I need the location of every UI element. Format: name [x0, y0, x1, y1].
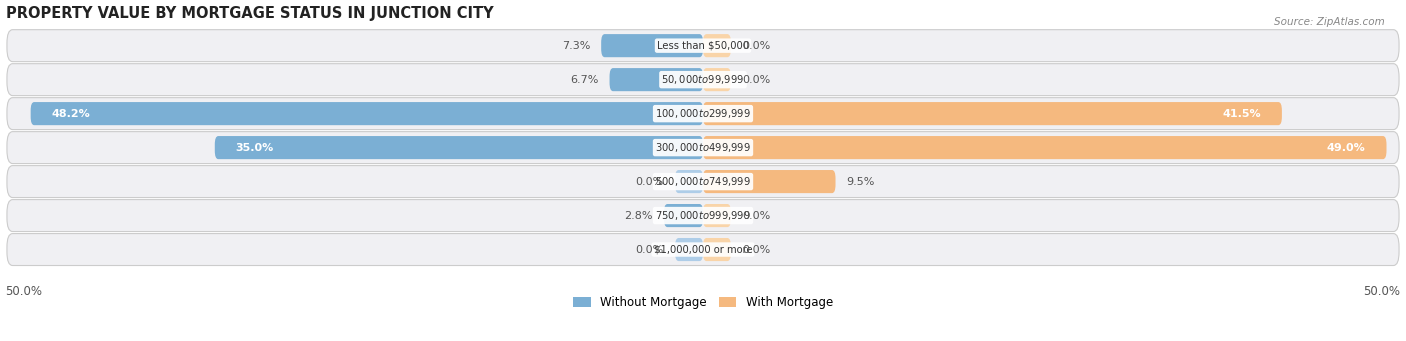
FancyBboxPatch shape — [703, 204, 731, 227]
FancyBboxPatch shape — [7, 166, 1399, 197]
Text: 50.0%: 50.0% — [1364, 285, 1400, 298]
Text: 0.0%: 0.0% — [636, 244, 664, 254]
FancyBboxPatch shape — [7, 98, 1399, 130]
Text: 7.3%: 7.3% — [561, 41, 591, 51]
FancyBboxPatch shape — [7, 64, 1399, 95]
Text: $1,000,000 or more: $1,000,000 or more — [654, 244, 752, 254]
Text: $50,000 to $99,999: $50,000 to $99,999 — [661, 73, 745, 86]
FancyBboxPatch shape — [703, 68, 731, 91]
Text: 50.0%: 50.0% — [6, 285, 42, 298]
FancyBboxPatch shape — [31, 102, 703, 125]
FancyBboxPatch shape — [7, 132, 1399, 164]
Text: 2.8%: 2.8% — [624, 210, 652, 221]
FancyBboxPatch shape — [7, 234, 1399, 266]
FancyBboxPatch shape — [602, 34, 703, 57]
Text: 0.0%: 0.0% — [742, 41, 770, 51]
Legend: Without Mortgage, With Mortgage: Without Mortgage, With Mortgage — [569, 293, 837, 313]
Text: 6.7%: 6.7% — [569, 75, 599, 85]
Text: $300,000 to $499,999: $300,000 to $499,999 — [655, 141, 751, 154]
Text: 41.5%: 41.5% — [1222, 109, 1261, 119]
Text: Less than $50,000: Less than $50,000 — [657, 41, 749, 51]
FancyBboxPatch shape — [215, 136, 703, 159]
Text: 35.0%: 35.0% — [236, 143, 274, 153]
Text: PROPERTY VALUE BY MORTGAGE STATUS IN JUNCTION CITY: PROPERTY VALUE BY MORTGAGE STATUS IN JUN… — [6, 5, 494, 20]
Text: 0.0%: 0.0% — [742, 75, 770, 85]
Text: 0.0%: 0.0% — [742, 244, 770, 254]
Text: 49.0%: 49.0% — [1327, 143, 1365, 153]
FancyBboxPatch shape — [703, 102, 1282, 125]
Text: 48.2%: 48.2% — [52, 109, 90, 119]
Text: $100,000 to $299,999: $100,000 to $299,999 — [655, 107, 751, 120]
Text: 0.0%: 0.0% — [742, 210, 770, 221]
Text: 0.0%: 0.0% — [636, 177, 664, 187]
FancyBboxPatch shape — [675, 170, 703, 193]
Text: $750,000 to $999,999: $750,000 to $999,999 — [655, 209, 751, 222]
FancyBboxPatch shape — [664, 204, 703, 227]
FancyBboxPatch shape — [7, 199, 1399, 232]
Text: 9.5%: 9.5% — [846, 177, 875, 187]
Text: Source: ZipAtlas.com: Source: ZipAtlas.com — [1274, 17, 1385, 27]
FancyBboxPatch shape — [703, 238, 731, 261]
FancyBboxPatch shape — [703, 34, 731, 57]
FancyBboxPatch shape — [675, 238, 703, 261]
FancyBboxPatch shape — [703, 170, 835, 193]
Text: $500,000 to $749,999: $500,000 to $749,999 — [655, 175, 751, 188]
FancyBboxPatch shape — [7, 30, 1399, 62]
FancyBboxPatch shape — [610, 68, 703, 91]
FancyBboxPatch shape — [703, 136, 1386, 159]
